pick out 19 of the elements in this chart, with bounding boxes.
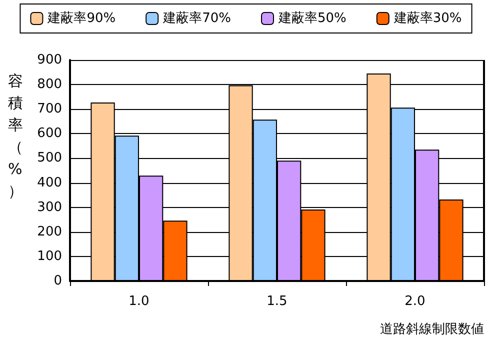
x-tick-label: 2.0 <box>404 294 426 309</box>
legend-label: 建蔽率90% <box>46 10 116 26</box>
y-tick-label: 800 <box>37 77 62 92</box>
y-tick-label: 400 <box>37 175 62 190</box>
legend-label: 建蔽率70% <box>162 10 232 26</box>
y-tick-label: 100 <box>37 248 62 264</box>
x-tick-label: 1.0 <box>128 294 150 309</box>
y-tick-label: 0 <box>54 274 62 288</box>
y-tick-label: 600 <box>37 126 62 142</box>
x-tick-label: 1.5 <box>266 294 288 309</box>
legend-label: 建蔽率50% <box>278 10 346 26</box>
y-tick-label: 900 <box>37 52 62 68</box>
y-tick-label: 500 <box>37 150 62 166</box>
legend-label: 建蔽率30% <box>392 10 462 26</box>
y-tick-label: 700 <box>37 102 62 117</box>
x-axis-title: 道路斜線制限数値 <box>380 322 484 337</box>
y-axis-title: 容積率（%） <box>8 72 23 200</box>
y-tick-label: 200 <box>37 224 62 240</box>
y-tick-label: 300 <box>37 200 62 215</box>
